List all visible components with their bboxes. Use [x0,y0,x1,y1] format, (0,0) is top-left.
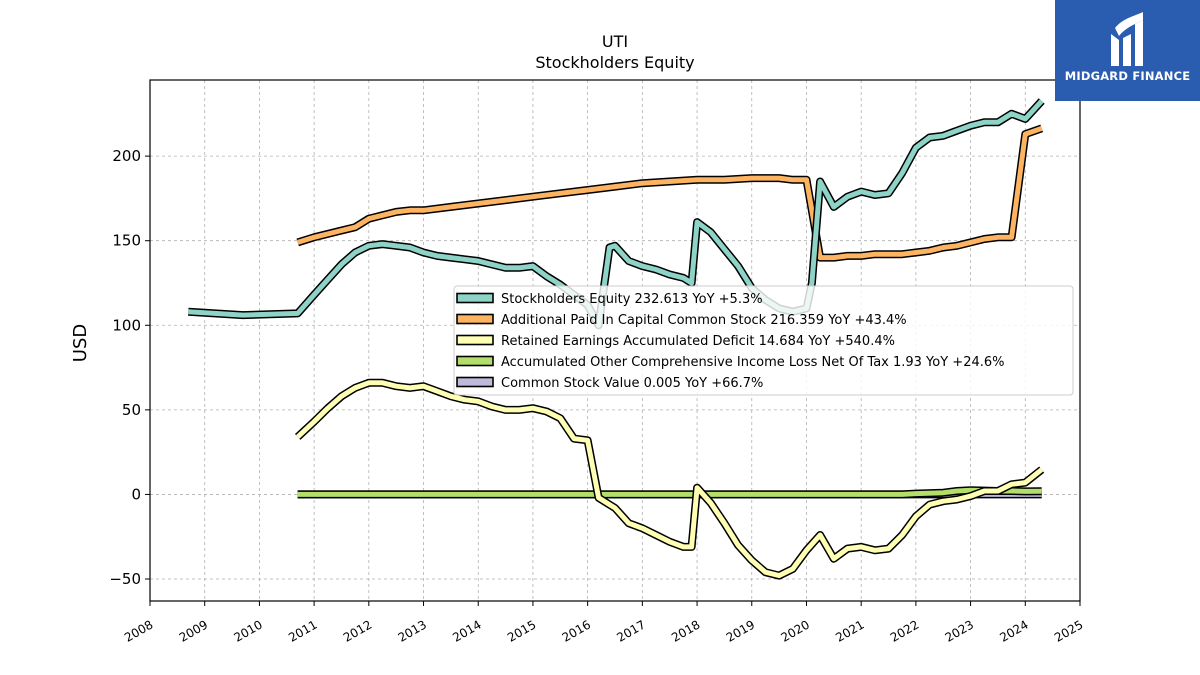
legend-item: Accumulated Other Comprehensive Income L… [456,355,1005,370]
y-tick-label: 100 [112,316,141,334]
x-tick-label: 2020 [779,617,812,644]
legend-item: Additional Paid In Capital Common Stock … [456,313,907,328]
plot-area [149,79,1081,602]
legend-label: Additional Paid In Capital Common Stock … [501,313,907,328]
y-tick-label: 200 [112,147,141,165]
y-tick-label: 150 [112,232,141,250]
x-tick-label: 2008 [122,617,155,644]
x-tick-label: 2016 [560,617,593,644]
x-tick-label: 2021 [833,617,866,644]
chart-title: UTI [602,32,628,51]
legend-swatch [456,376,494,388]
legend-item: Common Stock Value 0.005 YoY +66.7% [456,376,763,391]
series-outline [294,378,1045,580]
legend-item: Stockholders Equity 232.613 YoY +5.3% [456,292,763,307]
x-tick-label: 2011 [286,617,319,644]
series-lines [188,98,1045,580]
legend-label: Accumulated Other Comprehensive Income L… [501,355,1005,370]
chart-subtitle: Stockholders Equity [535,53,694,72]
legend-label: Common Stock Value 0.005 YoY +66.7% [501,376,763,391]
x-tick-label: 2012 [341,617,374,644]
series-line-2 [294,378,1045,580]
x-tick-label: 2022 [888,617,921,644]
series-stroke [296,126,1043,261]
legend-box [453,285,1074,396]
y-tick-label: 0 [131,485,141,503]
x-axis: 2008 2009 2010 2011 2012 2013 2014 2015 2016 2017… [122,601,1086,645]
legend-swatch [456,334,494,346]
legend-label: Stockholders Equity 232.613 YoY +5.3% [501,292,763,307]
x-tick-label: 2013 [396,617,429,644]
brand-logo: MIDGARD FINANCE [1055,0,1200,101]
legend-swatch [456,355,494,367]
x-tick-label: 2018 [669,617,702,644]
x-tick-label: 2015 [505,617,538,644]
legend: Stockholders Equity 232.613 YoY +5.3% Add… [453,285,1074,396]
series-outline [296,124,1044,262]
y-axis-label: USD [70,324,91,362]
x-tick-label: 2017 [614,617,647,644]
legend-label: Retained Earnings Accumulated Deficit 14… [501,334,895,349]
series-line-0 [188,98,1045,330]
x-tick-label: 2023 [943,617,976,644]
series-stroke [188,99,1044,328]
x-tick-label: 2019 [724,617,757,644]
x-tick-label: 2025 [1052,617,1085,644]
series-line-3 [297,486,1042,499]
x-tick-label: 2014 [450,617,483,644]
series-stroke [296,380,1044,579]
legend-item: Retained Earnings Accumulated Deficit 14… [456,334,895,349]
y-axis: −50 0 50 100 150 200 [109,147,150,588]
series-line-1 [296,124,1044,262]
x-tick-label: 2009 [177,617,210,644]
legend-swatch [456,292,494,304]
midgard-logo-icon [1111,12,1143,66]
legend-swatch [456,313,494,325]
x-tick-label: 2010 [231,617,264,644]
y-tick-label: 50 [122,401,141,419]
y-tick-label: −50 [109,570,141,588]
brand-name: MIDGARD FINANCE [1064,69,1191,83]
x-tick-label: 2024 [997,617,1030,644]
